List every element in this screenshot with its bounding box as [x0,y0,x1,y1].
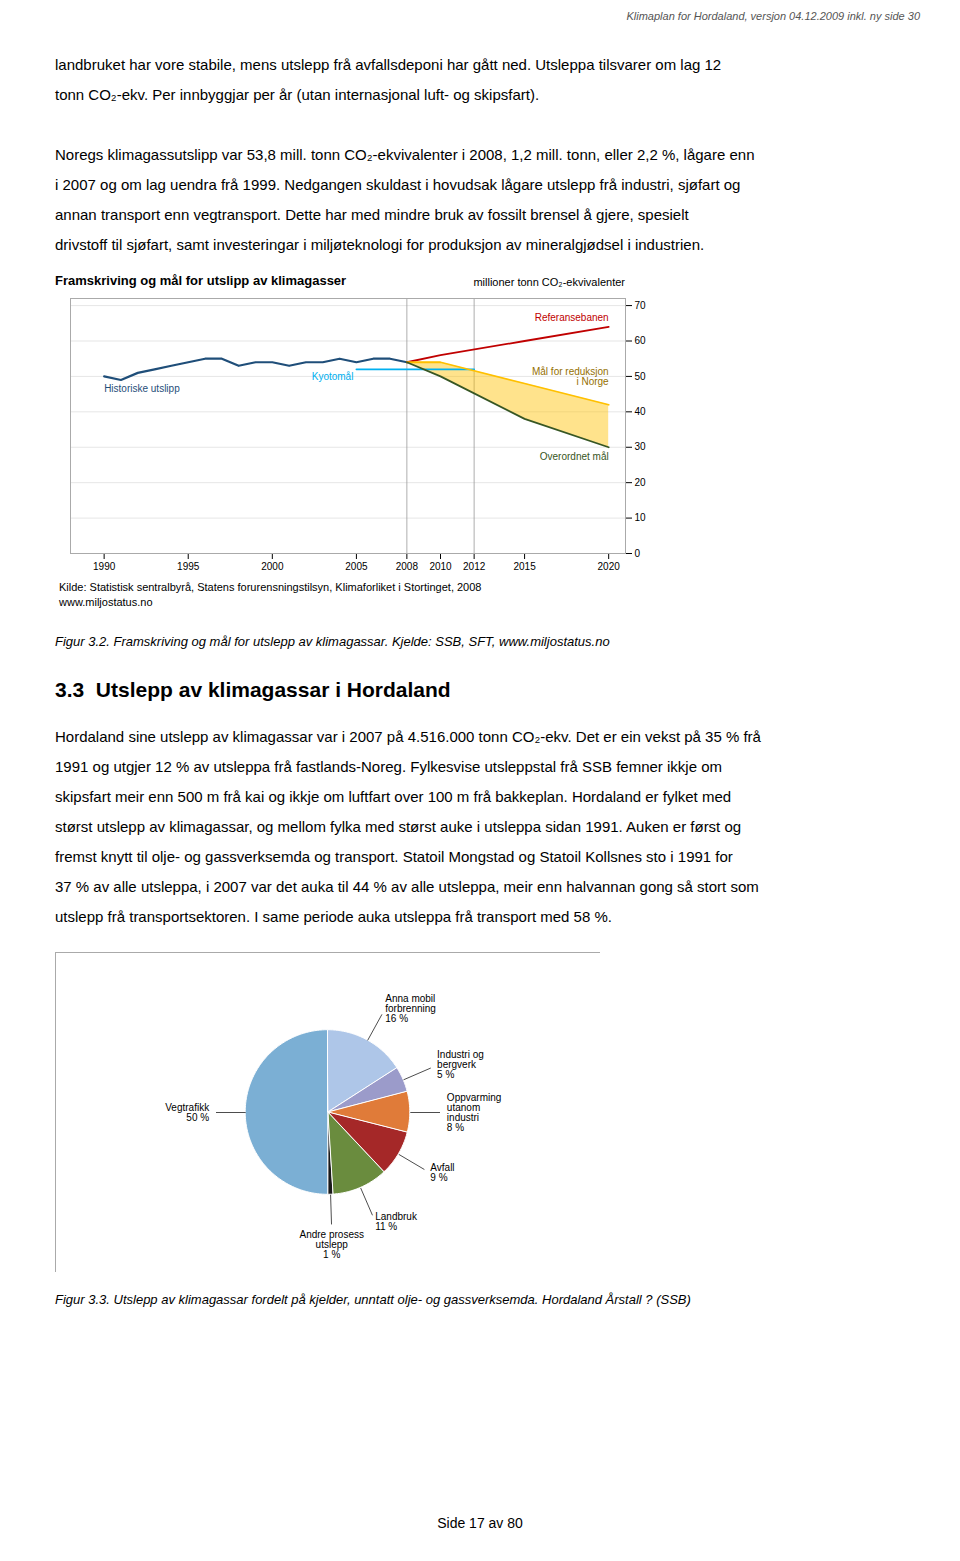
html-text:skipsfart meir enn 500 m frå k: skipsfart meir enn 500 m frå kai og ikkj… [55,788,732,805]
html-text:tonn CO₂-ekv. Per innbyggjar p: tonn CO₂-ekv. Per innbyggjar per år (uta… [55,86,540,103]
svg-text:Overordnet mål: Overordnet mål [540,451,609,462]
svg-text:Mål for reduksjoni Norge: Mål for reduksjoni Norge [532,366,609,387]
svg-text:1990: 1990 [93,561,116,572]
html-text:Hordaland sine utslepp av klim: Hordaland sine utslepp av klimagassar va… [55,728,761,745]
svg-text:Referansebanen: Referansebanen [535,312,609,323]
svg-text:Landbruk11 %: Landbruk11 % [375,1211,418,1232]
html-text:annan transport enn vegtranspo: annan transport enn vegtransport. Dette … [55,206,689,223]
html-text:fremst knytt til olje- og gass: fremst knytt til olje- og gassverksemda … [55,848,733,865]
svg-text:2010: 2010 [429,561,452,572]
html-text:1991 og utgjer 12 % av utslepp: 1991 og utgjer 12 % av utsleppa frå fast… [55,758,722,775]
html-text:størst utslepp av klimagassar,: størst utslepp av klimagassar, og mellom… [55,818,742,835]
html-text:drivstoff til sjøfart, samt in: drivstoff til sjøfart, samt investeringa… [55,236,705,253]
html-text:37 % av alle utsleppa, i 2007: 37 % av alle utsleppa, i 2007 var det au… [55,878,759,895]
svg-text:40: 40 [635,406,647,417]
html-text:i 2007 og om lag uendra frå 19: i 2007 og om lag uendra frå 1999. Nedgan… [55,176,741,193]
html-text:landbruket har vore stabile, m: landbruket har vore stabile, mens utslep… [55,56,722,73]
svg-text:50: 50 [635,371,647,382]
html-text:millioner tonn CO₂-ekvivalente: millioner tonn CO₂-ekvivalenter [473,276,625,288]
svg-text:Historiske utslipp: Historiske utslipp [104,383,180,394]
svg-text:2005: 2005 [345,561,368,572]
svg-text:1995: 1995 [177,561,200,572]
svg-text:60: 60 [635,335,647,346]
svg-text:Oppvarmingutanomindustri8 %: Oppvarmingutanomindustri8 % [447,1092,501,1133]
svg-text:Industri ogbergverk5 %: Industri ogbergverk5 % [437,1049,484,1080]
html-text:Side 17 av 80: Side 17 av 80 [437,1515,523,1531]
svg-text:2000: 2000 [261,561,284,572]
svg-text:Avfall9 %: Avfall9 % [430,1162,454,1183]
svg-text:70: 70 [635,300,647,311]
svg-text:2015: 2015 [513,561,536,572]
svg-text:Andre prosessutslepp1 %: Andre prosessutslepp1 % [299,1229,363,1260]
svg-text:10: 10 [635,512,647,523]
svg-text:30: 30 [635,441,647,452]
svg-text:Vegtrafikk50 %: Vegtrafikk50 % [165,1102,210,1123]
svg-text:Anna mobilforbrenning16 %: Anna mobilforbrenning16 % [385,993,436,1024]
html-text:Figur 3.2. Framskriving og mål: Figur 3.2. Framskriving og mål for utsle… [55,634,610,649]
svg-text:2012: 2012 [463,561,486,572]
html-text:Kilde: Statistisk sentralbyrå,: Kilde: Statistisk sentralbyrå, Statens f… [59,581,482,608]
html-text:Klimaplan for Hordaland, versj: Klimaplan for Hordaland, versjon 04.12.2… [626,10,920,22]
svg-text:Kyotomål: Kyotomål [312,371,354,382]
svg-text:2020: 2020 [598,561,621,572]
svg-text:0: 0 [635,548,641,559]
svg-text:20: 20 [635,477,647,488]
html-text:Framskriving og mål for utslip: Framskriving og mål for utslipp av klima… [55,273,347,288]
html-text:3.3 Utslepp av klimagassar i H: 3.3 Utslepp av klimagassar i Hordaland [55,678,451,701]
svg-text:2008: 2008 [396,561,419,572]
html-text:Figur 3.3. Utslepp av klimagas: Figur 3.3. Utslepp av klimagassar fordel… [55,1292,691,1307]
html-text:utslepp frå transportsektoren.: utslepp frå transportsektoren. I same pe… [55,908,612,925]
html-text:Noregs klimagassutslipp var 53: Noregs klimagassutslipp var 53,8 mill. t… [55,146,755,163]
